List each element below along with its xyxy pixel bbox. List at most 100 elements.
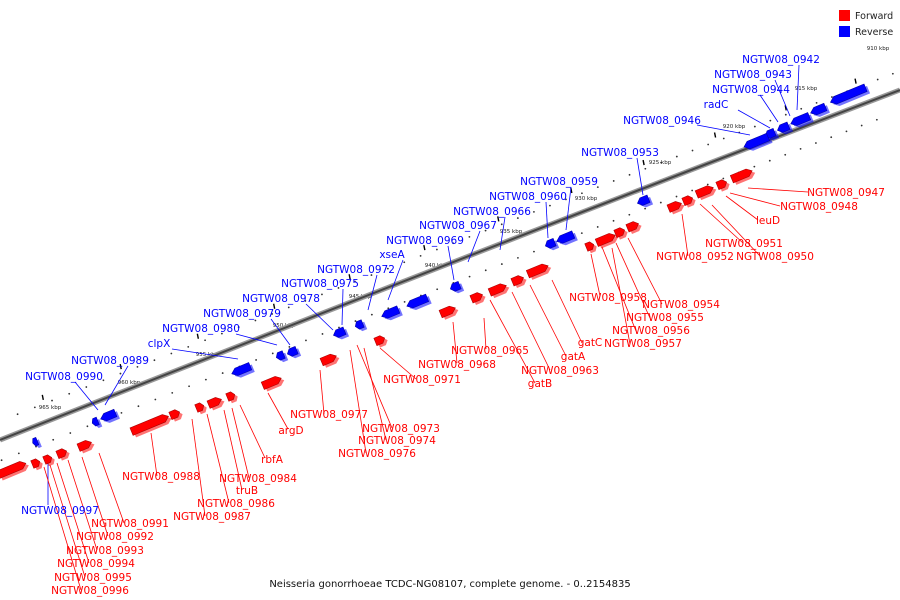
guide-dot bbox=[722, 137, 725, 140]
forward-gene-label-ngtw08-0963: NGTW08_0963 bbox=[521, 365, 599, 377]
guide-dot bbox=[628, 173, 631, 176]
guide-dot bbox=[170, 352, 173, 355]
forward-gene-arrow bbox=[30, 458, 43, 471]
reverse-gene-arrow bbox=[790, 112, 814, 128]
leader-line bbox=[49, 464, 86, 578]
reverse-gene-arrow bbox=[100, 408, 120, 423]
forward-gene-arrow bbox=[715, 179, 730, 192]
guide-dot bbox=[120, 411, 123, 414]
leader-line bbox=[565, 186, 572, 231]
forward-gene-label-trub: truB bbox=[236, 485, 258, 497]
leader-line bbox=[725, 195, 759, 221]
forward-gene-arrow bbox=[584, 241, 597, 254]
guide-dot bbox=[800, 107, 803, 110]
guide-dot bbox=[271, 313, 273, 315]
reverse-gene-label-ngtw08-0990: NGTW08_0990 bbox=[25, 371, 103, 383]
reverse-gene-label-ngtw08-0975: NGTW08_0975 bbox=[281, 278, 359, 290]
guide-dot bbox=[768, 159, 771, 162]
leader-line bbox=[349, 349, 367, 454]
reverse-gene-label-ngtw08-0960: NGTW08_0960 bbox=[489, 191, 567, 203]
leader-line bbox=[305, 303, 334, 331]
reverse-gene-arrow bbox=[354, 319, 368, 332]
leader-line bbox=[615, 242, 651, 319]
tick-label: 930 kbp bbox=[575, 196, 598, 202]
tick-label: 935 kbp bbox=[500, 229, 523, 235]
reverse-gene-arrow bbox=[406, 293, 432, 310]
genome-caption: Neisseria gonorrhoeae TCDC-NG08107, comp… bbox=[269, 579, 630, 590]
forward-gene-arrow bbox=[594, 233, 619, 249]
guide-dot bbox=[354, 280, 356, 283]
guide-dot bbox=[188, 385, 190, 388]
guide-dot bbox=[0, 459, 3, 462]
reverse-gene-arrow bbox=[637, 194, 654, 208]
guide-dot bbox=[876, 78, 879, 81]
guide-dot bbox=[612, 219, 615, 222]
guide-dot bbox=[565, 198, 567, 201]
guide-dot bbox=[154, 398, 157, 401]
reverse-gene-label-ngtw08-0959: NGTW08_0959 bbox=[520, 176, 598, 188]
reverse-gene-arrow bbox=[743, 132, 773, 151]
guide-dot bbox=[387, 307, 390, 310]
reverse-gene-arrow bbox=[830, 83, 871, 107]
guide-dot bbox=[549, 204, 551, 207]
leader-line bbox=[759, 94, 779, 123]
tick-mark bbox=[784, 105, 787, 111]
leader-line bbox=[636, 157, 644, 196]
guide-dot bbox=[891, 72, 894, 75]
leader-line bbox=[231, 407, 250, 479]
guide-dot bbox=[187, 345, 190, 348]
reverse-gene-label-ngtw08-0980: NGTW08_0980 bbox=[162, 323, 240, 335]
reverse-gene-label-ngtw08-0979: NGTW08_0979 bbox=[203, 308, 281, 320]
forward-gene-label-ngtw08-0976: NGTW08_0976 bbox=[338, 448, 416, 460]
forward-gene-label-ngtw08-0996: NGTW08_0996 bbox=[51, 585, 129, 597]
guide-dot bbox=[17, 452, 20, 455]
leader-line bbox=[56, 462, 90, 564]
tick-label: 920 kbp bbox=[723, 124, 746, 130]
forward-gene-label-ngtw08-0974: NGTW08_0974 bbox=[358, 435, 436, 447]
leader-line bbox=[627, 237, 663, 305]
leader-line bbox=[319, 369, 325, 415]
guide-dot bbox=[580, 232, 583, 234]
guide-dot bbox=[484, 269, 487, 272]
guide-dot bbox=[403, 261, 406, 264]
forward-gene-label-ngtw08-0968: NGTW08_0968 bbox=[418, 359, 496, 371]
leader-line bbox=[511, 291, 551, 371]
forward-gene-label-argd: argD bbox=[278, 425, 303, 437]
guide-dot bbox=[860, 124, 863, 127]
leader-line bbox=[98, 452, 125, 524]
tick-mark bbox=[196, 333, 200, 339]
guide-dot bbox=[675, 155, 678, 158]
leader-line bbox=[104, 365, 129, 406]
leader-line bbox=[447, 245, 455, 281]
guide-dot bbox=[237, 326, 240, 328]
guide-dot bbox=[436, 288, 439, 291]
guide-dot bbox=[644, 207, 647, 210]
tick-label: 955 kbp bbox=[196, 352, 219, 358]
leader-line bbox=[774, 79, 791, 117]
leader-line bbox=[711, 204, 761, 257]
forward-gene-label-gatb: gatB bbox=[528, 378, 552, 390]
forward-gene-label-ngtw08-0995: NGTW08_0995 bbox=[54, 572, 132, 584]
tick-mark bbox=[41, 394, 44, 400]
guide-dot bbox=[799, 148, 802, 150]
forward-gene-label-leud: leuD bbox=[756, 215, 780, 227]
gene-arrows bbox=[0, 83, 871, 481]
leader-line bbox=[545, 201, 549, 239]
guide-dot bbox=[271, 352, 274, 355]
forward-gene-label-ngtw08-0957: NGTW08_0957 bbox=[604, 338, 682, 350]
guide-dot bbox=[221, 372, 224, 374]
guide-dot bbox=[85, 386, 88, 388]
guide-dot bbox=[204, 378, 207, 381]
guide-dot bbox=[484, 229, 487, 232]
reverse-gene-arrow bbox=[777, 121, 794, 135]
guide-dot bbox=[16, 413, 19, 416]
guide-dot bbox=[769, 119, 772, 122]
guide-dot bbox=[815, 142, 817, 144]
leader-line bbox=[452, 321, 458, 364]
forward-gene-arrow bbox=[666, 201, 685, 215]
forward-gene-arrow bbox=[510, 275, 527, 288]
forward-gene-label-ngtw08-0952: NGTW08_0952 bbox=[656, 251, 734, 263]
guide-dot bbox=[171, 391, 174, 394]
tick-label: 915 kbp bbox=[795, 86, 818, 92]
